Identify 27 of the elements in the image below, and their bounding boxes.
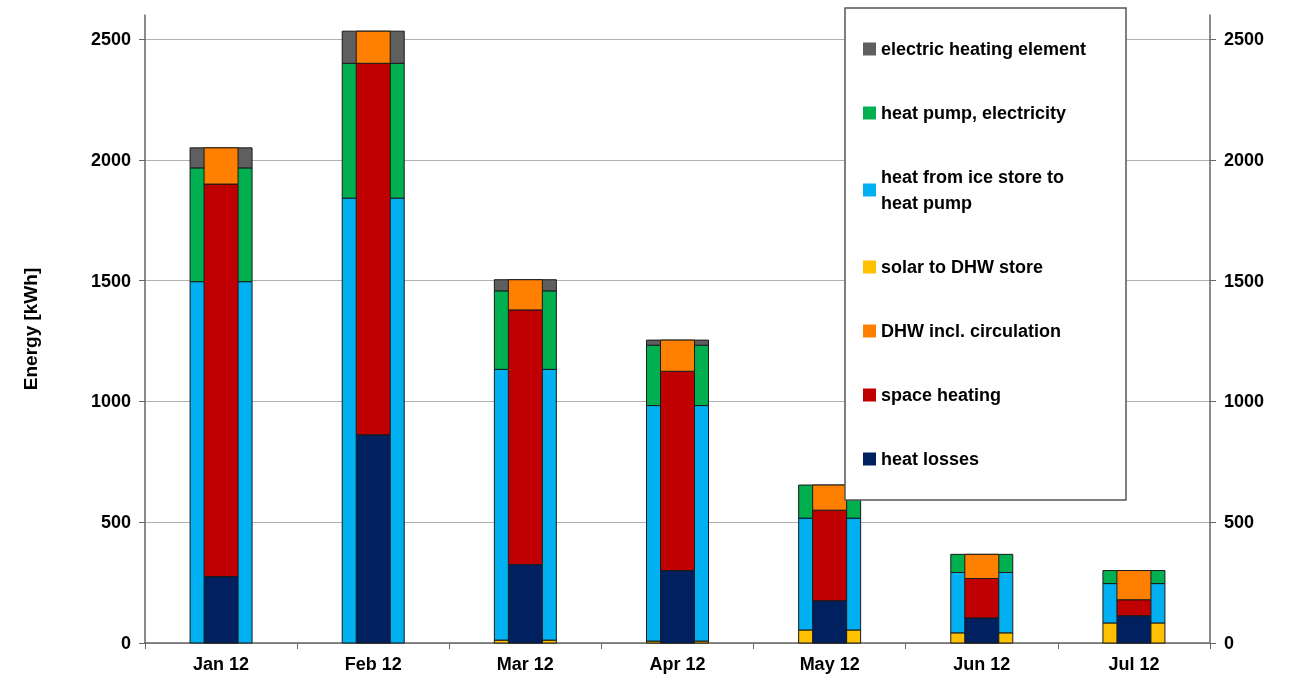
y2-tick-label: 0 bbox=[1224, 633, 1235, 653]
y-tick-label: 2000 bbox=[90, 149, 131, 170]
legend-label: heat from ice store to heat pump bbox=[881, 167, 1070, 213]
x-tick-label: Feb 12 bbox=[344, 654, 402, 674]
y-tick-label: 0 bbox=[120, 633, 131, 653]
y-tick-label: 500 bbox=[100, 512, 131, 533]
x-tick-label: Jan 12 bbox=[193, 654, 250, 674]
x-tick-label: Jul 12 bbox=[1108, 654, 1160, 674]
y-tick-label: 2500 bbox=[90, 29, 131, 50]
legend-label: space heating bbox=[881, 385, 1002, 405]
y-tick-label: 1000 bbox=[90, 391, 131, 412]
legend-label: solar to DHW store bbox=[881, 257, 1044, 277]
y-axis-title: Energy [kWh] bbox=[20, 267, 41, 391]
legend-label: heat pump, electricity bbox=[881, 103, 1067, 123]
y2-tick-label: 1000 bbox=[1224, 391, 1265, 412]
y2-tick-label: 1500 bbox=[1224, 270, 1265, 291]
y2-tick-label: 2500 bbox=[1224, 29, 1265, 50]
y2-tick-label: 500 bbox=[1224, 512, 1255, 533]
x-tick-label: May 12 bbox=[799, 654, 860, 674]
legend-label: DHW incl. circulation bbox=[881, 321, 1062, 341]
x-tick-label: Apr 12 bbox=[649, 654, 706, 674]
legend-label: electric heating element bbox=[881, 39, 1087, 59]
y2-tick-label: 2000 bbox=[1224, 149, 1265, 170]
y-tick-label: 1500 bbox=[90, 270, 131, 291]
x-tick-label: Jun 12 bbox=[953, 654, 1011, 674]
legend-label: heat losses bbox=[881, 449, 980, 469]
x-tick-label: Mar 12 bbox=[496, 654, 554, 674]
